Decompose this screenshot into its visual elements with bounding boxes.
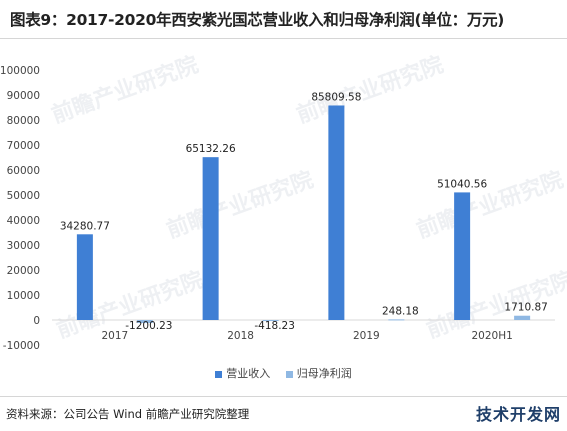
y-tick-label: -10000 <box>3 340 40 352</box>
legend-item-profit: 归母净利润 <box>285 365 352 381</box>
revenue-bar-2017 <box>76 234 93 320</box>
title-bar: 图表9：2017-2020年西安紫光国芯营业收入和归母净利润(单位：万元) <box>0 0 567 39</box>
x-axis-labels: 2017 2018 2019 2020H1 <box>102 330 513 342</box>
x-tick-label-2017: 2017 <box>102 330 129 342</box>
y-tick-label: 70000 <box>7 140 40 152</box>
data-labels: 34280.77 -1200.23 65132.26 -418.23 85809.58 2… <box>60 91 548 332</box>
y-tick-label: 60000 <box>7 165 40 177</box>
footer: 资料来源：公司公告 Wind 前瞻产业研究院整理 技术开发网 <box>0 396 567 431</box>
revenue-label-2017: 34280.77 <box>60 220 110 232</box>
profit-bar-2020H1 <box>514 315 531 320</box>
legend-swatch-revenue <box>215 370 223 378</box>
watermark-1: 前瞻产业研究院 <box>293 52 447 129</box>
brand-logo-text: 技术开发网 <box>475 405 561 424</box>
legend-swatch-profit <box>285 370 293 378</box>
revenue-bar-2020H1 <box>454 192 471 320</box>
profit-label-2018: -418.23 <box>254 320 295 332</box>
bars <box>76 105 531 324</box>
revenue-label-2018: 65132.26 <box>186 143 236 155</box>
profit-bar-2017 <box>136 320 153 324</box>
y-tick-label: 90000 <box>7 90 40 102</box>
x-tick-label-2018: 2018 <box>227 330 254 342</box>
legend: 营业收入 归母净利润 <box>0 365 567 381</box>
legend-item-revenue: 营业收入 <box>215 365 270 381</box>
profit-bar-2019 <box>388 319 405 321</box>
legend-label-profit: 归母净利润 <box>296 367 352 380</box>
y-tick-label: 40000 <box>7 215 40 227</box>
y-tick-label: 80000 <box>7 115 40 127</box>
revenue-label-2020H1: 51040.56 <box>437 178 487 190</box>
y-tick-label: 10000 <box>7 290 40 302</box>
y-axis: -10000 0 10000 20000 30000 40000 50000 60000 700… <box>0 65 555 352</box>
revenue-label-2019: 85809.58 <box>311 91 361 103</box>
profit-label-2017: -1200.23 <box>125 320 172 332</box>
x-tick-label-2019: 2019 <box>353 330 380 342</box>
legend-label-revenue: 营业收入 <box>226 367 271 380</box>
profit-label-2020H1: 1710.87 <box>504 302 547 314</box>
watermark-2: 前瞻产业研究院 <box>163 167 317 244</box>
y-tick-label: 20000 <box>7 265 40 277</box>
y-tick-label: 0 <box>33 315 40 327</box>
revenue-bar-2018 <box>202 157 219 320</box>
profit-bar-2018 <box>262 320 279 322</box>
y-tick-label: 100000 <box>0 65 40 77</box>
chart-title: 图表9：2017-2020年西安紫光国芯营业收入和归母净利润(单位：万元) <box>10 11 505 29</box>
y-tick-label: 30000 <box>7 240 40 252</box>
x-tick-label-2020H1: 2020H1 <box>471 330 512 342</box>
revenue-bar-2019 <box>328 105 345 321</box>
profit-label-2019: 248.18 <box>382 305 419 317</box>
source-note: 资料来源：公司公告 Wind 前瞻产业研究院整理 <box>6 407 250 421</box>
y-tick-label: 50000 <box>7 190 40 202</box>
watermark-4: 前瞻产业研究院 <box>53 267 207 344</box>
watermark-0: 前瞻产业研究院 <box>48 52 202 129</box>
